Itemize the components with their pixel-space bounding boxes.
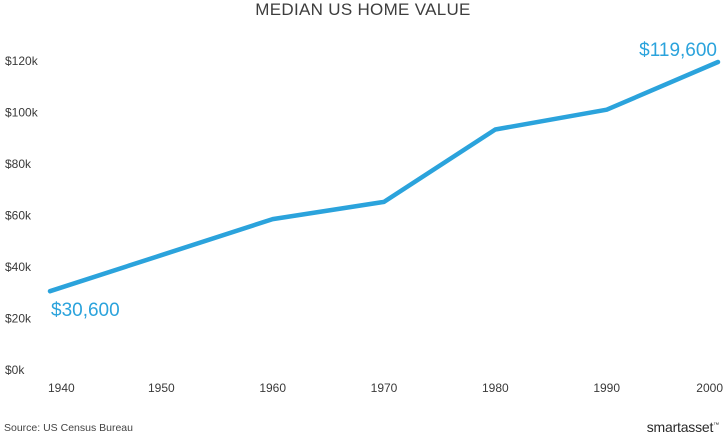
x-tick-label: 1940 <box>48 381 75 395</box>
y-axis-ticks: $0k $20k $40k $60k $80k $100k $120k <box>5 54 39 377</box>
series-line-median-home-value <box>47 59 721 294</box>
chart-title: MEDIAN US HOME VALUE <box>255 0 470 19</box>
x-tick-label: 1990 <box>593 381 620 395</box>
y-tick-label: $20k <box>5 312 32 326</box>
x-tick-label: 2000 <box>696 381 723 395</box>
brand-trademark: ™ <box>713 422 719 429</box>
y-tick-label: $80k <box>5 157 32 171</box>
source-note: Source: US Census Bureau <box>4 422 133 434</box>
y-tick-label: $120k <box>5 54 39 68</box>
data-label-start: $30,600 <box>51 300 120 321</box>
x-tick-label: 1950 <box>148 381 175 395</box>
data-label-end: $119,600 <box>639 40 717 61</box>
brand-name: smartasset <box>646 419 714 435</box>
x-tick-label: 1970 <box>371 381 398 395</box>
y-tick-label: $60k <box>5 209 32 223</box>
y-tick-label: $100k <box>5 106 39 120</box>
y-tick-label: $0k <box>5 363 25 377</box>
y-tick-label: $40k <box>5 260 32 274</box>
x-tick-label: 1980 <box>482 381 509 395</box>
x-tick-label: 1960 <box>259 381 286 395</box>
x-axis-ticks: 1940 1950 1960 1970 1980 1990 2000 <box>48 381 723 395</box>
brand-logo: smartasset™ <box>647 419 719 435</box>
